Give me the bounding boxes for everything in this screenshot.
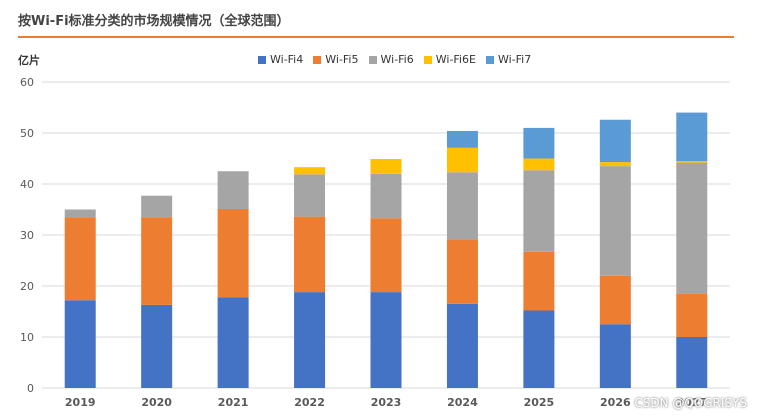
y-tick-label-30: 30	[20, 229, 34, 242]
bar-2025-wifi6	[523, 170, 555, 252]
bar-2024-wifi7	[446, 130, 478, 148]
bar-2026-wifi7	[599, 119, 631, 163]
bar-2027-wifi4	[676, 337, 708, 388]
x-tick-label-2025: 2025	[524, 396, 555, 409]
bar-2020-wifi4	[141, 304, 173, 388]
legend-swatch-wifi7	[485, 55, 494, 64]
legend: Wi-Fi4 Wi-Fi5 Wi-Fi6 Wi-Fi6E Wi-Fi7	[258, 53, 531, 66]
bar-2023-wifi5	[370, 218, 402, 293]
bar-2023-wifi4	[370, 292, 402, 388]
legend-item-wifi6: Wi-Fi6	[368, 53, 414, 66]
y-tick-label-40: 40	[20, 178, 34, 191]
bar-2026-wifi5	[599, 275, 631, 325]
bar-2019-wifi4	[64, 300, 96, 388]
y-tick-label-60: 60	[20, 76, 34, 89]
y-tick-label-10: 10	[20, 331, 34, 344]
bar-2020-wifi5	[141, 217, 173, 305]
legend-item-wifi4: Wi-Fi4	[258, 53, 303, 66]
bar-2022-wifi6	[294, 174, 326, 217]
x-tick-label-2027: 2027	[676, 396, 707, 409]
bar-2021-wifi6	[217, 171, 249, 209]
y-axis-unit-label: 亿片	[18, 54, 40, 67]
bar-2025-wifi7	[523, 127, 555, 159]
bar-2021-wifi4	[217, 297, 249, 388]
x-tick-label-2026: 2026	[600, 396, 631, 409]
legend-item-wifi5: Wi-Fi5	[313, 53, 359, 66]
bar-2026-wifi6e	[599, 162, 631, 167]
legend-swatch-wifi5	[313, 55, 322, 64]
bar-2022-wifi4	[294, 292, 326, 388]
y-tick-label-20: 20	[20, 280, 34, 293]
legend-label-wifi4: Wi-Fi4	[270, 53, 304, 66]
bar-2025-wifi6e	[523, 158, 555, 171]
bar-2024-wifi6	[446, 172, 478, 240]
legend-label-wifi6e: Wi-Fi6E	[435, 53, 476, 66]
y-tick-label-50: 50	[20, 127, 34, 140]
bar-2022-wifi6e	[294, 167, 326, 175]
x-tick-label-2022: 2022	[294, 396, 325, 409]
bar-2024-wifi5	[446, 239, 478, 304]
bar-2021-wifi5	[217, 208, 249, 298]
x-tick-label-2021: 2021	[218, 396, 249, 409]
x-tick-label-2023: 2023	[371, 396, 402, 409]
legend-item-wifi7: Wi-Fi7	[485, 53, 532, 66]
legend-label-wifi5: Wi-Fi5	[325, 53, 359, 66]
bar-2022-wifi5	[294, 216, 326, 293]
bar-2024-wifi6e	[446, 147, 478, 173]
bar-2027-wifi6e	[676, 161, 708, 163]
x-tick-label-2024: 2024	[447, 396, 478, 409]
x-tick-label-2019: 2019	[65, 396, 96, 409]
bar-2020-wifi6	[141, 195, 173, 218]
bar-2027-wifi5	[676, 293, 708, 337]
title-divider	[18, 36, 734, 38]
legend-swatch-wifi6	[368, 55, 377, 64]
x-tick-label-2020: 2020	[141, 396, 172, 409]
bar-2019-wifi6	[64, 209, 96, 218]
bar-2026-wifi6	[599, 166, 631, 276]
legend-swatch-wifi4	[258, 55, 266, 64]
bar-2019-wifi5	[64, 217, 96, 301]
bar-2027-wifi6	[676, 162, 708, 294]
legend-item-wifi6e: Wi-Fi6E	[423, 53, 476, 66]
legend-label-wifi6: Wi-Fi6	[380, 53, 414, 66]
bar-2027-wifi7	[676, 112, 708, 162]
bar-2023-wifi6	[370, 173, 402, 219]
bar-2026-wifi4	[599, 324, 631, 388]
legend-label-wifi7: Wi-Fi7	[497, 53, 532, 66]
bar-2025-wifi5	[523, 251, 555, 311]
bar-2023-wifi6e	[370, 159, 402, 174]
y-tick-label-0: 0	[27, 382, 34, 395]
chart-title: 按Wi-Fi标准分类的市场规模情况（全球范围）	[18, 14, 290, 29]
bar-2025-wifi4	[523, 310, 555, 388]
watermark: CSDN @QOGRISYS	[634, 396, 747, 410]
legend-swatch-wifi6e	[423, 55, 432, 64]
bar-2024-wifi4	[446, 303, 478, 388]
